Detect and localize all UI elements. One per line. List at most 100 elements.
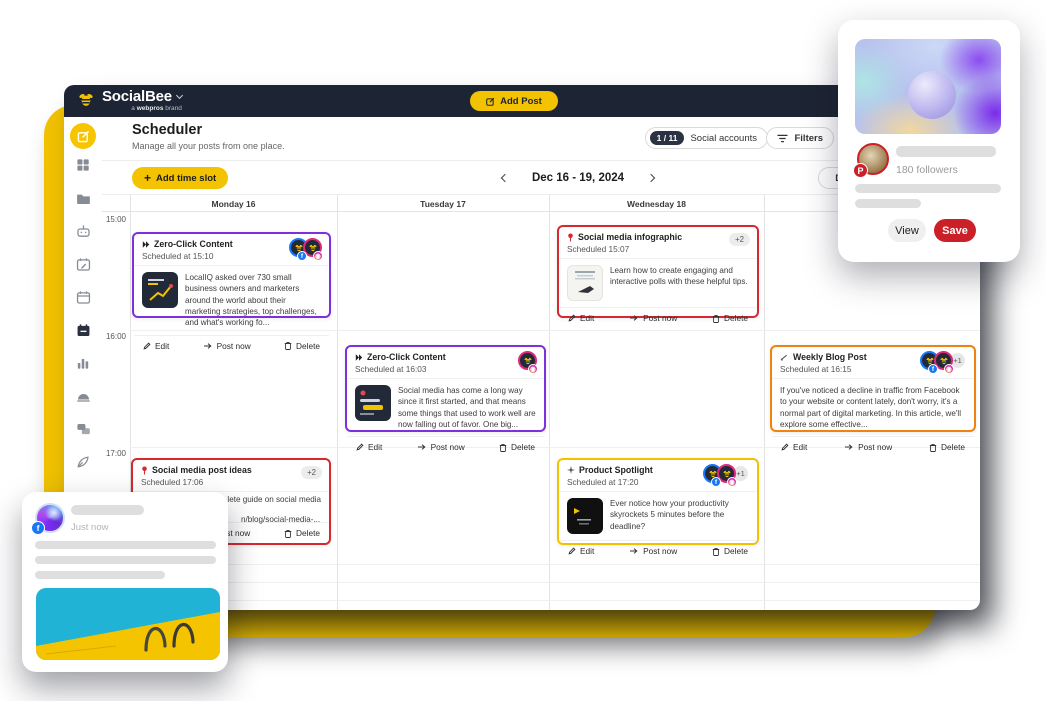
delete-button[interactable]: Delete bbox=[284, 341, 320, 351]
time-label: 15:00 bbox=[105, 215, 126, 224]
prev-week-button[interactable] bbox=[500, 173, 510, 183]
more-accounts-badge: +2 bbox=[729, 233, 750, 246]
double-arrow-icon bbox=[355, 353, 363, 361]
pen-icon bbox=[780, 354, 789, 361]
post-now-button[interactable]: Post now bbox=[203, 341, 251, 351]
instagram-badge-icon: ◉ bbox=[528, 364, 538, 374]
facebook-badge-icon: f bbox=[711, 477, 721, 487]
post-thumbnail bbox=[567, 498, 603, 534]
socialbee-avatar-instagram bbox=[717, 464, 736, 483]
bee-icon bbox=[76, 89, 96, 109]
post-thumbnail bbox=[567, 265, 603, 301]
pinterest-preview-card: P 180 followers View Save bbox=[838, 20, 1020, 262]
post-now-button[interactable]: Post now bbox=[629, 313, 677, 323]
instagram-badge-icon: ◉ bbox=[313, 251, 323, 261]
filter-icon bbox=[777, 134, 789, 143]
brand-name: SocialBee bbox=[102, 88, 172, 106]
placeholder-bar bbox=[855, 199, 921, 208]
edit-button[interactable]: Edit bbox=[568, 546, 594, 556]
sidebar-item-scheduler-active[interactable] bbox=[73, 320, 93, 340]
pin-icon bbox=[141, 465, 148, 475]
add-time-slot-button[interactable]: + Add time slot bbox=[132, 167, 229, 189]
sidebar-item-copilot[interactable] bbox=[73, 221, 93, 241]
edit-button[interactable]: Edit bbox=[781, 442, 807, 452]
edit-button[interactable]: Edit bbox=[568, 313, 594, 323]
post-card-product-spotlight[interactable]: Product Spotlight Scheduled at 17:20 +1 … bbox=[557, 458, 759, 556]
sidebar-item-calendar[interactable] bbox=[73, 287, 93, 307]
post-card-infographic[interactable]: Social media infographic Scheduled 15:07… bbox=[557, 225, 759, 323]
placeholder-bar bbox=[896, 146, 996, 157]
calendar-grid: 15:00 16:00 17:00 bbox=[102, 195, 980, 610]
sidebar-item-boost[interactable] bbox=[73, 452, 93, 472]
more-accounts-badge: +2 bbox=[301, 466, 322, 479]
accounts-count-badge: 1 / 11 bbox=[649, 131, 685, 145]
account-avatars: f ◉ bbox=[289, 238, 323, 261]
instagram-badge-icon: ◉ bbox=[727, 477, 737, 487]
next-week-button[interactable] bbox=[646, 173, 656, 183]
add-post-button[interactable]: Add Post bbox=[470, 91, 558, 111]
sidebar-item-analytics[interactable] bbox=[73, 353, 93, 373]
post-thumbnail bbox=[142, 272, 178, 308]
sidebar bbox=[64, 117, 102, 610]
filters-button[interactable]: Filters bbox=[766, 127, 834, 149]
instagram-badge-icon: ◉ bbox=[944, 364, 954, 374]
pin-icon bbox=[567, 232, 574, 242]
delete-button[interactable]: Delete bbox=[712, 546, 748, 556]
plus-icon: + bbox=[144, 171, 152, 185]
pinterest-badge-icon: P bbox=[853, 163, 868, 178]
page-header: Scheduler Manage all your posts from one… bbox=[102, 117, 980, 161]
sidebar-item-dashboard[interactable] bbox=[73, 155, 93, 175]
placeholder-bar bbox=[855, 184, 1001, 193]
brand-tagline: a webpros brand bbox=[131, 105, 182, 113]
account-avatars: +1 f ◉ bbox=[703, 464, 750, 487]
page-title: Scheduler bbox=[132, 122, 203, 138]
calendar-day-header: Monday 16 Tuesday 17 Wednesday 18 bbox=[102, 195, 980, 212]
post-now-button[interactable]: Post now bbox=[417, 442, 465, 452]
edit-button[interactable]: Edit bbox=[356, 442, 382, 452]
post-card-zero-click-mon[interactable]: Zero-Click Content Scheduled at 15:10 f … bbox=[132, 232, 331, 351]
time-label: 17:00 bbox=[105, 449, 126, 458]
social-accounts-selector[interactable]: 1 / 11 Social accounts bbox=[644, 127, 768, 149]
post-card-zero-click-tue[interactable]: Zero-Click Content Scheduled at 16:03 ◉ … bbox=[345, 345, 546, 452]
sidebar-item-compose[interactable] bbox=[70, 123, 96, 149]
delete-button[interactable]: Delete bbox=[712, 313, 748, 323]
delete-button[interactable]: Delete bbox=[929, 442, 965, 452]
sidebar-item-calendar-edit[interactable] bbox=[73, 254, 93, 274]
day-header-wednesday: Wednesday 18 bbox=[627, 198, 686, 209]
pin-artwork-image bbox=[855, 39, 1001, 134]
save-button[interactable]: Save bbox=[934, 219, 976, 242]
date-range-label: Dec 16 - 19, 2024 bbox=[531, 172, 625, 184]
sidebar-item-engage[interactable] bbox=[73, 419, 93, 439]
post-now-button[interactable]: Post now bbox=[629, 546, 677, 556]
account-avatars: +1 f ◉ bbox=[920, 351, 967, 374]
facebook-preview-card: f Just now bbox=[22, 492, 228, 672]
placeholder-bar bbox=[35, 556, 216, 564]
pool-photo bbox=[36, 588, 220, 660]
view-button[interactable]: View bbox=[888, 219, 926, 242]
facebook-badge-icon: f bbox=[928, 364, 938, 374]
delete-button[interactable]: Delete bbox=[499, 442, 535, 452]
placeholder-bar bbox=[71, 505, 144, 515]
brand-logo[interactable]: SocialBee a webpros brand bbox=[76, 88, 183, 113]
day-header-monday: Monday 16 bbox=[211, 198, 256, 209]
sparkle-icon bbox=[567, 466, 575, 474]
page-subtitle: Manage all your posts from one place. bbox=[132, 141, 285, 151]
account-avatars: ◉ bbox=[518, 351, 538, 374]
chevron-down-icon[interactable] bbox=[175, 91, 183, 99]
double-arrow-icon bbox=[142, 240, 150, 248]
post-card-weekly-blog[interactable]: Weekly Blog Post Scheduled at 16:15 +1 f… bbox=[770, 345, 976, 452]
delete-button[interactable]: Delete bbox=[284, 528, 320, 538]
facebook-badge-icon: f bbox=[31, 521, 45, 535]
facebook-badge-icon: f bbox=[297, 251, 307, 261]
followers-count: 180 followers bbox=[896, 164, 958, 176]
time-label: 16:00 bbox=[105, 332, 126, 341]
topbar: SocialBee a webpros brand Add Post bbox=[64, 85, 980, 117]
sidebar-item-concierge[interactable] bbox=[73, 386, 93, 406]
post-time: Just now bbox=[71, 522, 109, 533]
placeholder-bar bbox=[35, 541, 216, 549]
app-window: SocialBee a webpros brand Add Post bbox=[64, 85, 980, 610]
sidebar-item-content-folder[interactable] bbox=[73, 188, 93, 208]
post-now-button[interactable]: Post now bbox=[844, 442, 892, 452]
edit-button[interactable]: Edit bbox=[143, 341, 169, 351]
